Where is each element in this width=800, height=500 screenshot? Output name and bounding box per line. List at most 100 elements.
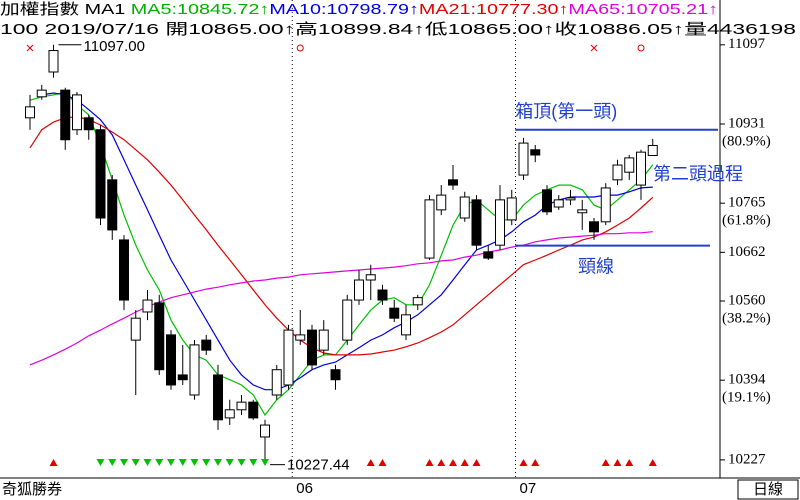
footer-left: 奇狐勝券: [2, 481, 62, 498]
buy-signal: [449, 459, 457, 466]
sell-signal: [143, 459, 152, 466]
y-tick-label: 10765: [728, 195, 766, 211]
candle-body: [72, 94, 82, 131]
sell-signal: [120, 459, 128, 466]
ma-line: [29, 116, 654, 356]
buy-signal: [378, 459, 387, 466]
buy-signal: [425, 459, 434, 466]
candle-body: [565, 197, 576, 201]
footer-right[interactable]: 日線: [753, 481, 783, 498]
sell-signal: [214, 459, 222, 466]
retracement-label: (38.2%): [722, 310, 771, 326]
candle-body: [377, 289, 388, 301]
ma-line: [29, 231, 653, 366]
candle-body: [107, 179, 118, 231]
candle-body: [354, 279, 364, 301]
sell-signal: [178, 459, 187, 466]
candle-body: [130, 317, 141, 341]
candle-body: [119, 239, 129, 301]
neckline-label: 頸線: [578, 256, 614, 276]
y-tick-label: 10394: [728, 372, 766, 388]
sell-signal: [237, 459, 246, 466]
header-line: 加權指數 MA1 MA5:10845.72↑ MA10:10798.79↑ MA21…: [0, 1, 718, 18]
candle-body: [600, 187, 611, 223]
candle-body: [589, 221, 599, 233]
candle-body: [142, 299, 153, 313]
candle-body: [307, 329, 317, 366]
x-tick-label: 06: [296, 480, 313, 497]
buy-signal: [648, 459, 657, 466]
candle-body: [401, 314, 411, 336]
candle-body: [518, 142, 529, 176]
retracement-label: (80.9%): [722, 133, 771, 149]
sell-signal: [167, 459, 175, 466]
candle-body: [201, 339, 212, 351]
candle-body: [471, 199, 482, 246]
y-tick-label: 10931: [728, 115, 766, 131]
candle-body: [248, 401, 259, 419]
candle-body: [436, 194, 447, 211]
low-label: 10227.44: [287, 457, 350, 474]
candle-body: [389, 307, 400, 319]
candle-body: [224, 409, 235, 419]
sell-signal: [131, 459, 140, 466]
sell-signal: [249, 459, 258, 466]
candle-body: [506, 197, 517, 221]
ma-line: [29, 91, 654, 417]
candle-body: [260, 424, 270, 438]
candle-body: [530, 149, 541, 156]
sell-signal: [96, 459, 105, 466]
candle-body: [542, 189, 552, 213]
sell-signal: [202, 459, 211, 466]
candle-body: [236, 401, 247, 411]
candle-body: [25, 106, 35, 119]
candle-body: [577, 209, 588, 214]
candle-body: [154, 302, 165, 371]
candle-body: [295, 334, 306, 341]
sell-signal: [190, 459, 199, 466]
candle-body: [83, 117, 94, 131]
candle-body: [60, 89, 71, 141]
header-segment: MA21:10777.30↑: [419, 1, 569, 18]
y-tick-label: 10560: [728, 292, 766, 308]
buy-signal: [437, 459, 446, 466]
second-top-label: 第二頭過程: [653, 164, 743, 184]
header-segment: MA10:10798.79↑: [269, 1, 419, 18]
o-mark: [296, 44, 304, 52]
period-box[interactable]: [737, 479, 799, 500]
buy-signal: [460, 459, 469, 466]
candle-body: [177, 374, 188, 381]
high-label: 11097.00: [84, 38, 145, 55]
y-tick-label: 11097: [728, 36, 765, 52]
candle-body: [166, 334, 176, 386]
retracement-label: (19.1%): [722, 390, 771, 406]
candle-body: [612, 164, 623, 181]
candle-body: [495, 199, 505, 246]
buy-signal: [613, 459, 622, 466]
candle-body: [412, 297, 423, 306]
x-tick-label: 07: [520, 480, 537, 497]
buy-signal: [601, 459, 610, 466]
candle-body: [318, 329, 329, 351]
candle-body: [459, 196, 470, 219]
retracement-label: (61.8%): [722, 213, 771, 229]
sell-signal: [261, 459, 269, 466]
header-segment: MA5:10845.72↑: [131, 1, 270, 18]
buy-signal: [625, 459, 634, 466]
candle-body: [342, 299, 353, 341]
header-segment: 100 2019/07/16 開10865.00↑高10899.84↑低1086…: [0, 21, 796, 38]
header-segment: MA65:10705.21↑: [568, 1, 718, 18]
sell-signal: [155, 459, 164, 466]
candle-body: [48, 50, 59, 73]
candle-body: [213, 374, 223, 421]
candle-body: [553, 199, 564, 208]
candle-body: [448, 179, 458, 186]
buy-signal: [531, 459, 540, 466]
x-mark: [590, 44, 598, 52]
candle-body: [483, 251, 494, 259]
candle-body: [636, 151, 646, 186]
candle-body: [271, 369, 282, 396]
candle-body: [424, 199, 435, 259]
